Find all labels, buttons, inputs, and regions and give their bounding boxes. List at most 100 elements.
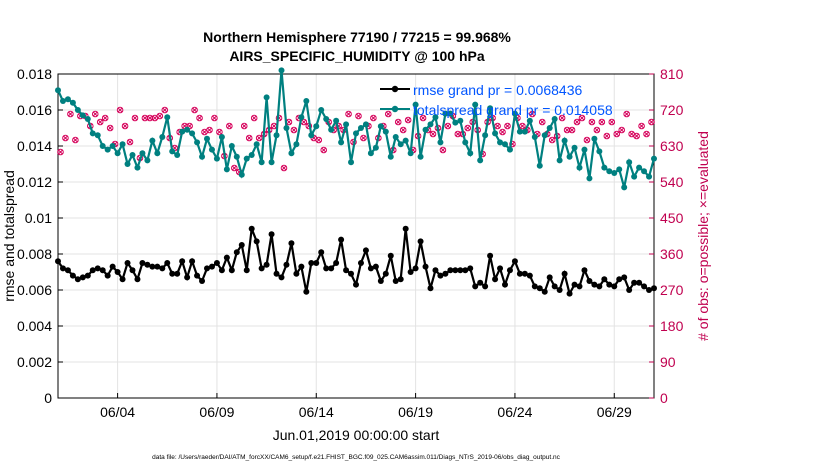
- rmse-point: [521, 270, 528, 277]
- y-axis-left-label: rmse and totalspread: [1, 170, 17, 302]
- rmse-point: [596, 283, 603, 290]
- obs-evaluated-marker: [92, 111, 98, 117]
- obs-evaluated-marker: [197, 115, 202, 121]
- obs-evaluated-marker: [117, 107, 123, 113]
- totalspread-point: [487, 105, 494, 112]
- obs-evaluated-marker: [549, 137, 555, 143]
- totalspread-point: [442, 110, 449, 117]
- rmse-point: [333, 260, 340, 266]
- obs-possible-marker: [384, 110, 392, 118]
- rmse-point: [477, 279, 484, 286]
- obs-possible-marker: [583, 136, 591, 144]
- obs-possible-marker: [548, 136, 556, 144]
- totalspread-point: [303, 98, 310, 104]
- totalspread-point: [511, 110, 518, 117]
- totalspread-point: [377, 123, 384, 130]
- obs-evaluated-marker: [604, 133, 610, 139]
- totalspread-point: [556, 157, 563, 164]
- obs-evaluated-marker: [430, 131, 436, 137]
- totalspread-point: [139, 150, 146, 157]
- rmse-point: [631, 279, 638, 286]
- totalspread-point: [258, 159, 265, 166]
- totalspread-point: [561, 137, 568, 144]
- legend: rmse grand pr = 0.0068436 totalspread gr…: [380, 82, 613, 118]
- obs-evaluated-marker: [291, 127, 297, 133]
- obs-evaluated-marker: [420, 115, 426, 121]
- obs-evaluated-marker: [564, 127, 570, 133]
- rmse-point: [402, 225, 409, 232]
- totalspread-point: [621, 184, 628, 191]
- obs-evaluated-marker: [301, 119, 307, 125]
- rmse-point: [467, 265, 474, 272]
- rmse-point: [303, 288, 310, 295]
- obs-possible-marker: [558, 114, 566, 122]
- totalspread-point: [174, 152, 181, 158]
- footnote: data file: /Users/raeder/DAI/ATM_forcXX/…: [152, 454, 561, 461]
- obs-evaluated-marker: [385, 111, 391, 117]
- y-tick-label-right: 360: [660, 246, 684, 262]
- rmse-point: [462, 267, 469, 274]
- obs-possible-marker: [116, 106, 124, 114]
- totalspread-point: [626, 159, 633, 166]
- totalspread-point: [541, 132, 548, 139]
- rmse-point: [104, 272, 111, 279]
- obs-evaluated-marker: [212, 115, 217, 121]
- rmse-point: [223, 254, 230, 261]
- y-tick-label-left: 0: [44, 390, 52, 406]
- rmse-point: [348, 270, 355, 277]
- rmse-point: [452, 267, 459, 274]
- obs-possible-marker: [196, 114, 203, 122]
- rmse-point: [218, 267, 225, 274]
- obs-evaluated-marker: [440, 147, 446, 153]
- rmse-point: [189, 258, 196, 265]
- obs-evaluated-marker: [594, 127, 600, 133]
- legend-rmse-label: rmse grand pr = 0.0068436: [413, 82, 582, 98]
- x-tick-label: 06/19: [398, 404, 433, 420]
- obs-evaluated-marker: [73, 137, 78, 143]
- totalspread-point: [89, 130, 96, 137]
- rmse-point: [253, 238, 260, 245]
- totalspread-point: [199, 153, 206, 160]
- totalspread-point: [566, 153, 573, 160]
- totalspread-point: [313, 123, 320, 130]
- totalspread-point: [328, 126, 335, 133]
- rmse-point: [372, 263, 379, 270]
- plot-area: [57, 73, 655, 399]
- totalspread-point: [159, 134, 166, 140]
- obs-evaluated-marker: [614, 131, 620, 137]
- totalspread-point: [179, 128, 186, 135]
- obs-possible-marker: [57, 148, 64, 156]
- obs-possible-marker: [345, 110, 352, 118]
- totalspread-point: [472, 101, 479, 108]
- totalspread-point: [571, 144, 578, 151]
- rmse-point: [362, 247, 369, 254]
- rmse-point: [621, 274, 628, 281]
- totalspread-point: [119, 141, 126, 148]
- totalspread-point: [422, 126, 429, 133]
- obs-possible-marker: [593, 126, 601, 134]
- totalspread-point: [243, 155, 250, 162]
- rmse-point: [338, 236, 345, 243]
- rmse-point: [576, 283, 583, 290]
- x-tick-label: 06/14: [299, 404, 334, 420]
- obs-possible-marker: [226, 122, 233, 130]
- obs-evaluated-marker: [346, 111, 351, 117]
- obs-possible-marker: [131, 114, 139, 122]
- y-tick-label-left: 0.004: [17, 318, 52, 334]
- rmse-point: [139, 260, 146, 266]
- rmse-point: [497, 265, 504, 272]
- rmse-point: [248, 225, 255, 232]
- rmse-point: [432, 267, 439, 274]
- rmse-point: [164, 260, 171, 266]
- rmse-point: [357, 260, 364, 266]
- totalspread-point: [318, 107, 325, 113]
- y-tick-label-right: 630: [660, 138, 684, 154]
- totalspread-point: [94, 132, 101, 139]
- obs-evaluated-marker: [217, 129, 222, 135]
- totalspread-point: [417, 153, 424, 160]
- rmse-point: [124, 260, 131, 266]
- obs-evaluated-marker: [505, 123, 510, 129]
- totalspread-point: [382, 128, 389, 135]
- obs-evaluated-marker: [207, 127, 212, 133]
- totalspread-point: [631, 173, 638, 180]
